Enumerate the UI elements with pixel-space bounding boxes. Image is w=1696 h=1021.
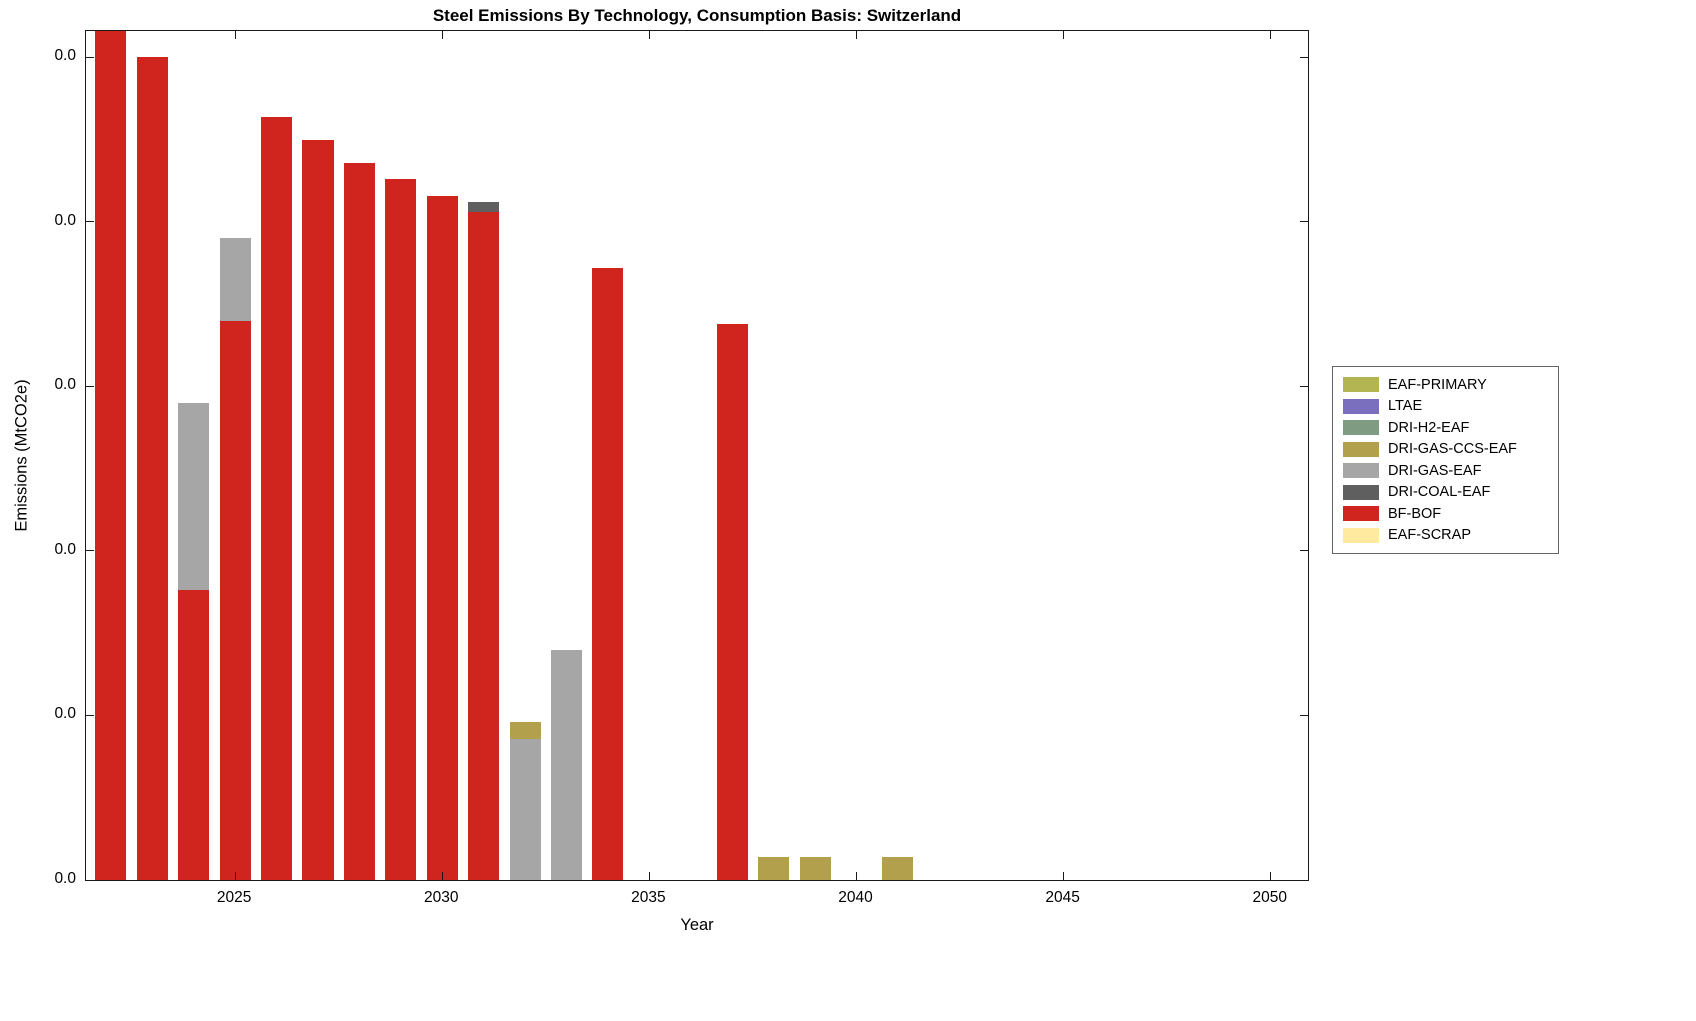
x-tick-mark — [855, 31, 857, 39]
bar-segment-DRI-COAL-EAF-2031 — [468, 202, 500, 212]
bar-segment-BF-BOF-2037 — [716, 323, 748, 880]
bar-segment-BF-BOF-2031 — [468, 212, 500, 880]
bar-segment-DRI-GAS-CCS-EAF-2041 — [882, 856, 914, 880]
x-tick-mark — [1270, 872, 1272, 880]
bar-segment-DRI-GAS-CCS-EAF-2038 — [758, 856, 790, 880]
y-tick-mark — [1300, 385, 1308, 387]
bar-segment-DRI-GAS-CCS-EAF-2039 — [799, 856, 831, 880]
x-tick-mark — [1063, 31, 1065, 39]
x-tick-mark — [1063, 872, 1065, 880]
y-tick-mark — [86, 714, 94, 716]
x-tick-label: 2025 — [216, 889, 252, 906]
y-tick-mark — [86, 385, 94, 387]
y-tick-mark — [86, 56, 94, 58]
x-tick-mark — [441, 31, 443, 39]
x-axis-label: Year — [680, 916, 714, 934]
legend-label: DRI-GAS-CCS-EAF — [1388, 441, 1517, 458]
legend-entry-EAF-SCRAP: EAF-SCRAP — [1343, 525, 1548, 547]
x-tick-mark — [648, 31, 650, 39]
x-tick-label: 2050 — [1252, 889, 1287, 906]
legend-entry-LTAE: LTAE — [1343, 396, 1548, 418]
legend-label: EAF-SCRAP — [1388, 527, 1471, 544]
bar-segment-BF-BOF-2024 — [178, 590, 210, 880]
y-tick-mark — [1300, 56, 1308, 58]
y-tick-mark — [1300, 879, 1308, 881]
legend-swatch — [1343, 506, 1379, 522]
bar-segment-BF-BOF-2028 — [343, 162, 375, 880]
bar-segment-BF-BOF-2022 — [95, 31, 127, 880]
legend-label: DRI-H2-EAF — [1388, 419, 1470, 436]
legend-entry-DRI-COAL-EAF: DRI-COAL-EAF — [1343, 482, 1548, 504]
bar-segment-BF-BOF-2034 — [592, 267, 624, 880]
bar-segment-DRI-GAS-EAF-2025 — [219, 238, 251, 321]
x-tick-mark — [648, 872, 650, 880]
x-tick-label: 2030 — [423, 889, 459, 906]
legend-label: EAF-PRIMARY — [1388, 376, 1487, 393]
x-tick-mark — [855, 872, 857, 880]
y-tick-label: 0.0 — [54, 540, 76, 558]
legend-label: DRI-GAS-EAF — [1388, 462, 1482, 479]
y-tick-mark — [86, 550, 94, 552]
legend-entry-DRI-H2-EAF: DRI-H2-EAF — [1343, 417, 1548, 439]
y-tick-mark — [1300, 714, 1308, 716]
y-tick-mark — [86, 221, 94, 223]
x-tick-mark — [234, 31, 236, 39]
legend-swatch — [1343, 441, 1379, 457]
legend-label: BF-BOF — [1388, 505, 1442, 522]
legend-swatch — [1343, 377, 1379, 393]
legend-swatch — [1343, 527, 1379, 543]
x-tick-mark — [441, 872, 443, 880]
x-tick-label: 2035 — [631, 889, 666, 906]
bar-segment-BF-BOF-2029 — [385, 179, 417, 880]
legend-swatch — [1343, 463, 1379, 479]
y-tick-mark — [1300, 550, 1308, 552]
legend-entry-DRI-GAS-EAF: DRI-GAS-EAF — [1343, 460, 1548, 482]
chart-title: Steel Emissions By Technology, Consumpti… — [432, 6, 962, 25]
bar-segment-DRI-GAS-CCS-EAF-2032 — [509, 722, 541, 739]
bar-segment-BF-BOF-2023 — [136, 57, 168, 880]
x-tick-mark — [234, 872, 236, 880]
y-tick-mark — [1300, 221, 1308, 223]
legend-entry-BF-BOF: BF-BOF — [1343, 503, 1548, 525]
y-tick-label: 0.0 — [54, 211, 76, 229]
legend-swatch — [1343, 420, 1379, 436]
bar-segment-DRI-GAS-EAF-2024 — [178, 402, 210, 591]
x-tick-label: 2040 — [838, 889, 873, 906]
bar-segment-BF-BOF-2026 — [261, 116, 293, 880]
y-tick-label: 0.0 — [54, 705, 76, 723]
legend-label: DRI-COAL-EAF — [1388, 484, 1491, 501]
y-tick-label: 0.0 — [54, 870, 76, 887]
x-tick-mark — [1270, 31, 1272, 39]
bar-segment-BF-BOF-2030 — [426, 195, 458, 880]
legend-swatch — [1343, 484, 1379, 500]
bar-segment-DRI-GAS-EAF-2032 — [509, 738, 541, 880]
legend-entry-DRI-GAS-CCS-EAF: DRI-GAS-CCS-EAF — [1343, 439, 1548, 461]
legend-entry-EAF-PRIMARY: EAF-PRIMARY — [1343, 374, 1548, 396]
legend-label: LTAE — [1388, 398, 1423, 415]
y-tick-label: 0.0 — [54, 376, 76, 394]
y-tick-label: 0.0 — [54, 47, 76, 65]
bar-segment-BF-BOF-2027 — [302, 139, 334, 880]
bar-segment-BF-BOF-2025 — [219, 320, 251, 880]
legend: EAF-PRIMARY LTAE DRI-H2-EAF DRI-GAS-CCS-EAF… — [1332, 366, 1559, 554]
bar-segment-DRI-GAS-EAF-2033 — [550, 649, 583, 880]
y-tick-mark — [86, 879, 94, 881]
plot-area — [85, 30, 1309, 881]
x-tick-label: 2045 — [1045, 889, 1080, 906]
legend-swatch — [1343, 398, 1379, 414]
